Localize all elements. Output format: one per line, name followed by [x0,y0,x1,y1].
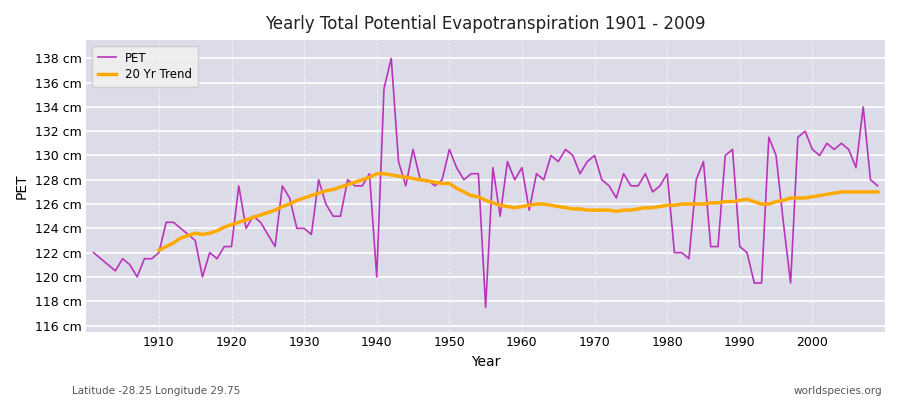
Legend: PET, 20 Yr Trend: PET, 20 Yr Trend [92,46,198,87]
20 Yr Trend [531,202,542,206]
20 Yr Trend [154,248,165,253]
Y-axis label: PET: PET [15,173,29,199]
20 Yr Trend [590,208,600,212]
PET [531,171,542,176]
X-axis label: Year: Year [471,355,500,369]
PET [349,184,360,188]
20 Yr Trend [822,192,832,197]
Title: Yearly Total Potential Evapotranspiration 1901 - 2009: Yearly Total Potential Evapotranspiratio… [266,15,706,33]
20 Yr Trend [843,190,854,194]
20 Yr Trend [872,190,883,194]
PET [481,305,491,310]
PET [524,208,535,212]
PET [386,56,397,61]
20 Yr Trend [292,198,302,203]
Text: worldspecies.org: worldspecies.org [794,386,882,396]
PET [146,256,157,261]
PET [872,184,883,188]
Line: PET: PET [94,58,878,307]
PET [306,232,317,237]
20 Yr Trend [320,188,331,193]
PET [88,250,99,255]
PET [618,171,629,176]
Line: 20 Yr Trend: 20 Yr Trend [159,174,878,250]
20 Yr Trend [372,171,382,176]
Text: Latitude -28.25 Longitude 29.75: Latitude -28.25 Longitude 29.75 [72,386,240,396]
